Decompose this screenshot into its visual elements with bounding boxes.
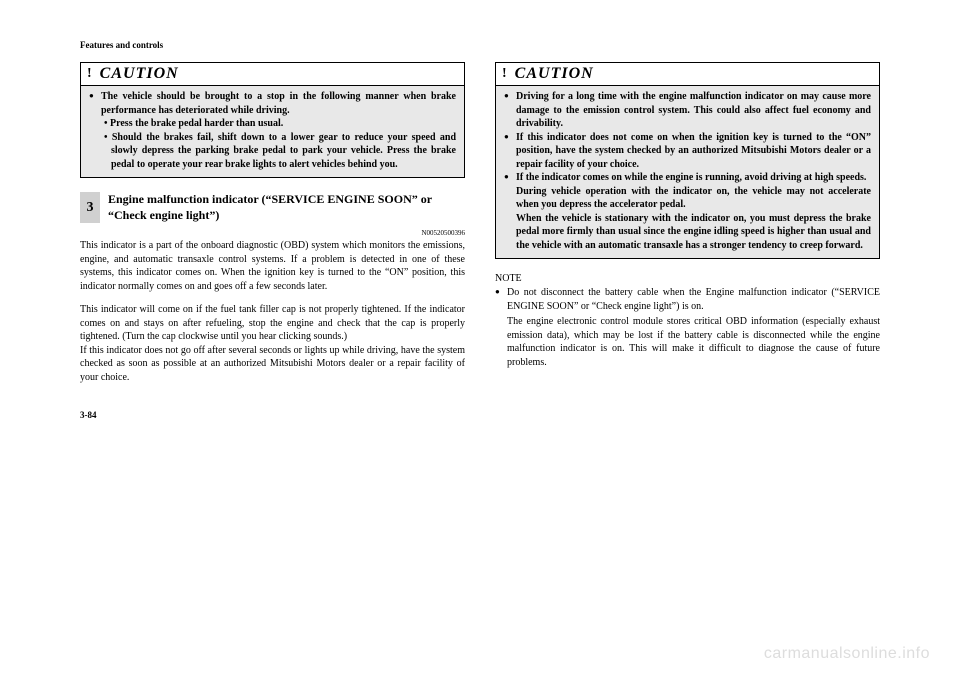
- body-paragraph: This indicator is a part of the onboard …: [80, 239, 465, 293]
- note-text: Do not disconnect the battery cable when…: [507, 287, 880, 312]
- note-subtext: The engine electronic control module sto…: [507, 315, 880, 369]
- caution-item: If this indicator does not come on when …: [504, 131, 871, 172]
- section-header: Features and controls: [80, 40, 880, 50]
- warning-icon: !: [87, 66, 92, 82]
- caution-subitem: • Should the brakes fail, shift down to …: [101, 131, 456, 172]
- body-text: If this indicator does not go off after …: [80, 345, 465, 383]
- watermark: carmanualsonline.info: [764, 645, 930, 663]
- caution-box-left: ! CAUTION The vehicle should be brought …: [80, 62, 465, 178]
- page-number: 3-84: [80, 410, 880, 420]
- caution-item: Driving for a long time with the engine …: [504, 90, 871, 131]
- caution-title: CAUTION: [515, 65, 594, 83]
- caution-item: If the indicator comes on while the engi…: [504, 171, 871, 252]
- caution-header: ! CAUTION: [81, 63, 464, 86]
- caution-item: The vehicle should be brought to a stop …: [89, 90, 456, 171]
- body-text: This indicator will come on if the fuel …: [80, 304, 465, 342]
- caution-text: If the indicator comes on while the engi…: [516, 172, 866, 183]
- caution-text: The vehicle should be brought to a stop …: [101, 91, 456, 116]
- left-column: ! CAUTION The vehicle should be brought …: [80, 62, 465, 394]
- section-title: Engine malfunction indicator (“SERVICE E…: [108, 192, 465, 223]
- caution-subitem: • Press the brake pedal harder than usua…: [101, 117, 456, 131]
- right-column: ! CAUTION Driving for a long time with t…: [495, 62, 880, 394]
- caution-body: Driving for a long time with the engine …: [496, 86, 879, 258]
- reference-number: N00520500396: [80, 229, 465, 237]
- content-columns: ! CAUTION The vehicle should be brought …: [80, 62, 880, 394]
- note-item: Do not disconnect the battery cable when…: [495, 286, 880, 369]
- caution-text: During vehicle operation with the indica…: [516, 186, 871, 211]
- warning-icon: !: [502, 66, 507, 82]
- caution-header: ! CAUTION: [496, 63, 879, 86]
- caution-title: CAUTION: [100, 65, 179, 83]
- caution-box-right: ! CAUTION Driving for a long time with t…: [495, 62, 880, 259]
- body-paragraph: This indicator will come on if the fuel …: [80, 303, 465, 384]
- caution-text: When the vehicle is stationary with the …: [516, 213, 871, 251]
- caution-body: The vehicle should be brought to a stop …: [81, 86, 464, 177]
- note-label: NOTE: [495, 273, 880, 284]
- note-body: Do not disconnect the battery cable when…: [495, 286, 880, 369]
- section-heading-row: 3 Engine malfunction indicator (“SERVICE…: [80, 192, 465, 223]
- chapter-number-badge: 3: [80, 192, 100, 223]
